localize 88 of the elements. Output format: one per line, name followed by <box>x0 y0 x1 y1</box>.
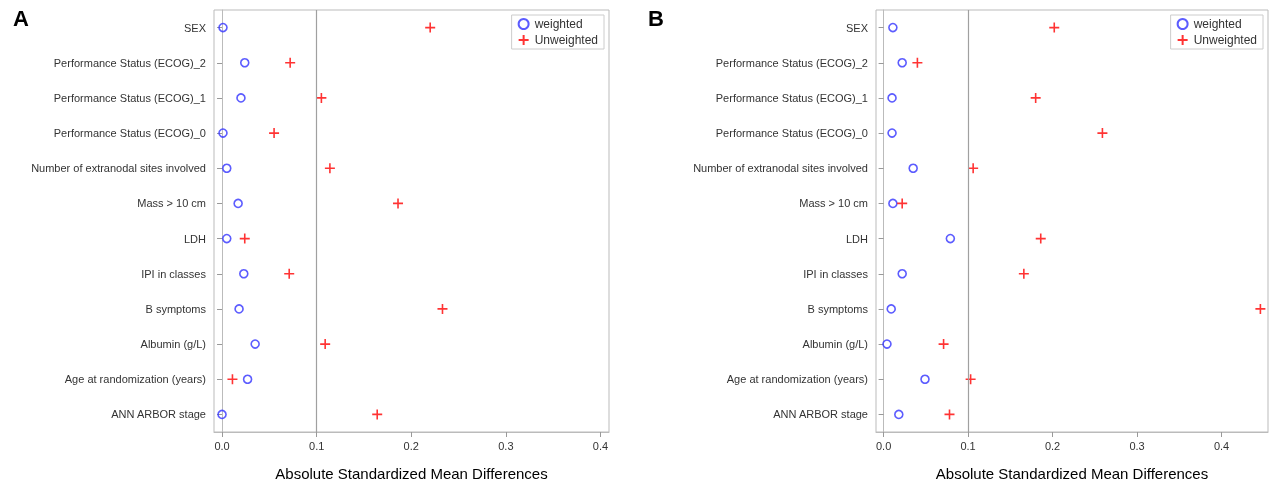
y-tick-label: Mass > 10 cm <box>799 197 868 210</box>
x-tick-label: 0.2 <box>1044 439 1061 452</box>
point <box>324 162 336 175</box>
point <box>894 409 904 420</box>
point <box>319 338 331 350</box>
x-tick-label: 0.1 <box>309 439 325 452</box>
y-tick-label: B symptoms <box>145 302 207 315</box>
point <box>886 304 897 314</box>
y-tick-label: Performance Status (ECOG)_1 <box>53 91 206 104</box>
y-tick-label: ANN ARBOR stage <box>773 408 868 421</box>
point <box>964 373 977 386</box>
point <box>1029 92 1042 104</box>
y-tick-label: Age at randomization (years) <box>726 373 868 386</box>
y-tick-label: Age at randomization (years) <box>64 373 206 386</box>
legend-label: Unweighted <box>1193 33 1257 47</box>
legend-label: weighted <box>533 17 583 31</box>
y-tick-label: B symptoms <box>807 302 869 315</box>
y-tick-label: Performance Status (ECOG)_2 <box>715 56 868 69</box>
x-tick-label: 0.4 <box>1213 439 1230 452</box>
x-tick-label: 0.3 <box>1129 439 1145 452</box>
point <box>897 57 907 68</box>
y-tick-label: IPI in classes <box>803 267 869 280</box>
y-tick-label: SEX <box>845 21 869 34</box>
point <box>236 93 246 103</box>
point <box>896 197 908 210</box>
point <box>882 339 892 349</box>
point <box>239 57 250 68</box>
point <box>888 22 898 33</box>
point <box>250 339 260 349</box>
point <box>1254 303 1267 315</box>
point <box>221 163 232 174</box>
point <box>284 56 296 69</box>
x-tick-label: 0.4 <box>592 439 609 452</box>
x-tick-label: 0.2 <box>403 439 419 452</box>
x-tick-label: 0.3 <box>498 439 514 452</box>
legend-label: Unweighted <box>534 33 598 47</box>
point <box>218 22 228 33</box>
point <box>943 408 956 421</box>
point <box>226 373 239 386</box>
point <box>238 232 251 245</box>
point <box>283 267 296 280</box>
point <box>887 128 897 138</box>
text: B <box>648 5 664 31</box>
point <box>937 338 950 350</box>
point <box>242 374 253 385</box>
x-axis-title: Absolute Standardized Mean Differences <box>275 465 548 482</box>
point <box>920 374 930 385</box>
point <box>1018 267 1030 280</box>
point <box>945 233 956 244</box>
y-tick-label: Albumin (g/L) <box>802 338 868 351</box>
point <box>268 127 280 139</box>
y-tick-label: Number of extranodal sites involved <box>31 162 206 175</box>
y-tick-label: Performance Status (ECOG)_2 <box>53 56 206 69</box>
point <box>233 198 243 209</box>
point <box>887 93 897 103</box>
point <box>392 197 404 210</box>
point <box>1048 21 1061 34</box>
y-tick-label: Albumin (g/L) <box>140 338 206 351</box>
point <box>424 21 436 34</box>
point <box>217 409 227 420</box>
point <box>897 268 907 279</box>
y-tick-label: ANN ARBOR stage <box>111 408 206 421</box>
y-tick-label: LDH <box>183 232 207 245</box>
legend-label: weighted <box>1192 17 1242 31</box>
point <box>234 304 244 314</box>
y-tick-label: IPI in classes <box>141 267 207 280</box>
point <box>436 303 449 315</box>
y-tick-label: Performance Status (ECOG)_0 <box>715 127 868 140</box>
point <box>239 268 249 279</box>
x-tick-label: 0.0 <box>214 439 230 452</box>
point <box>1096 127 1109 139</box>
point <box>888 198 898 209</box>
x-axis-title: Absolute Standardized Mean Differences <box>935 465 1209 482</box>
y-tick-label: Performance Status (ECOG)_0 <box>53 127 206 140</box>
x-tick-label: 0.1 <box>960 439 976 452</box>
point <box>908 163 918 174</box>
y-tick-label: Number of extranodal sites involved <box>693 162 868 175</box>
y-tick-label: Performance Status (ECOG)_1 <box>715 91 868 104</box>
x-tick-label: 0.0 <box>875 439 892 452</box>
y-tick-label: Mass > 10 cm <box>137 197 206 210</box>
point <box>1034 232 1047 245</box>
y-tick-label: LDH <box>845 232 869 245</box>
point <box>371 408 383 421</box>
y-tick-label: SEX <box>183 21 207 34</box>
text: A <box>13 5 29 31</box>
point <box>221 233 232 244</box>
point <box>911 56 924 69</box>
point <box>218 128 228 138</box>
